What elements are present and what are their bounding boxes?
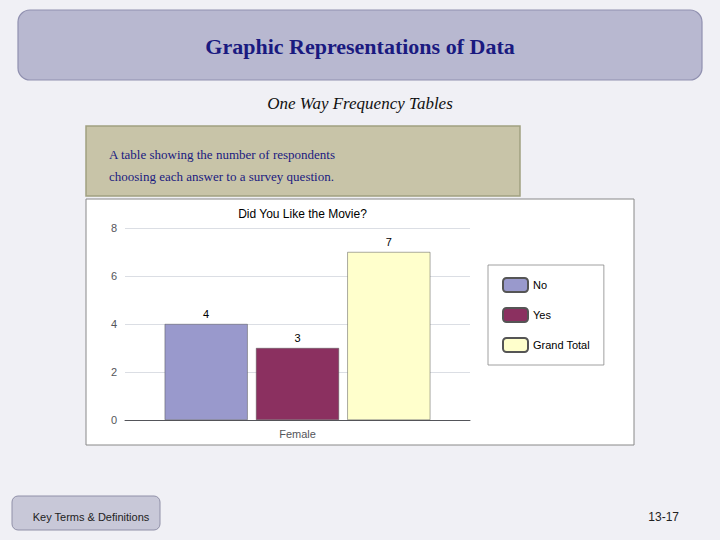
svg-text:4: 4 — [111, 318, 117, 330]
svg-text:8: 8 — [111, 222, 117, 234]
svg-text:One Way Frequency Tables: One Way Frequency Tables — [267, 94, 453, 113]
svg-text:Graphic Representations of Dat: Graphic Representations of Data — [205, 34, 514, 59]
svg-text:3: 3 — [294, 332, 300, 344]
svg-text:Female: Female — [279, 428, 316, 440]
svg-text:4: 4 — [203, 308, 209, 320]
svg-text:6: 6 — [111, 270, 117, 282]
svg-text:A table showing the number of: A table showing the number of respondent… — [109, 147, 335, 162]
svg-text:Key Terms & Definitions: Key Terms & Definitions — [33, 511, 150, 523]
svg-text:0: 0 — [111, 414, 117, 426]
svg-text:No: No — [533, 279, 547, 291]
svg-text:7: 7 — [386, 236, 392, 248]
svg-text:2: 2 — [111, 366, 117, 378]
svg-text:Did You Like the Movie?: Did You Like the Movie? — [238, 207, 367, 221]
svg-text:Yes: Yes — [533, 309, 551, 321]
svg-text:Grand Total: Grand Total — [533, 339, 590, 351]
svg-text:choosing each answer to a surv: choosing each answer to a survey questio… — [109, 169, 334, 184]
svg-text:13-17: 13-17 — [648, 510, 679, 524]
